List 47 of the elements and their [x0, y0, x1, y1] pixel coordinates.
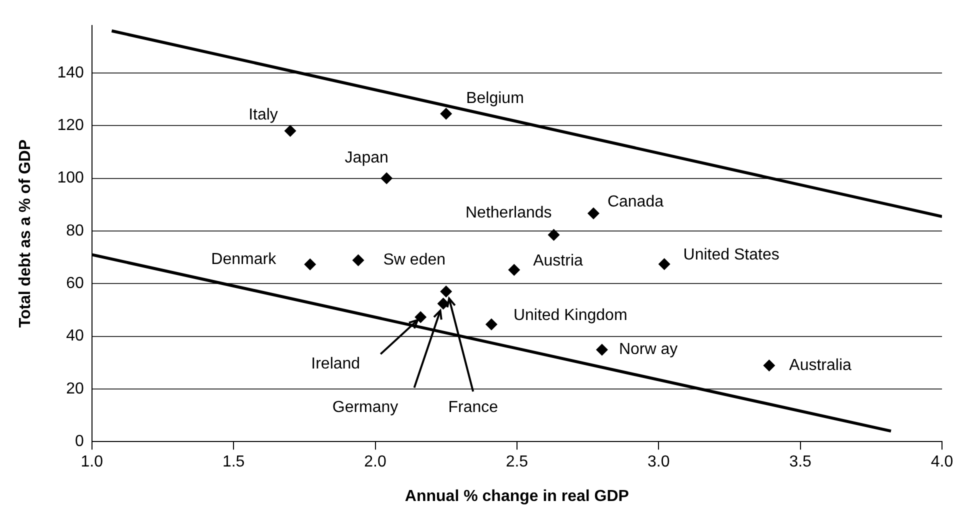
y-tick-label: 0	[74, 433, 84, 450]
point	[304, 258, 316, 270]
point	[658, 258, 670, 270]
y-tick-label: 120	[57, 117, 84, 134]
annotation: Netherlands	[466, 204, 552, 222]
point	[352, 254, 364, 266]
annotation: Belgium	[466, 90, 524, 108]
y-axis-title: Total debt as a % of GDP	[17, 139, 34, 328]
point	[596, 344, 608, 356]
point	[380, 172, 393, 184]
point	[440, 286, 452, 298]
annotation: Austria	[533, 252, 584, 270]
x-tick-label: 4.0	[930, 454, 954, 471]
point	[485, 318, 498, 330]
annotation: Italy	[248, 106, 278, 124]
x-tick-label: 1.0	[80, 454, 104, 471]
annotation: Canada	[607, 194, 664, 211]
annotation: Denmark	[211, 250, 278, 268]
x-tick-label: 1.5	[222, 454, 245, 471]
point	[763, 360, 776, 372]
point	[508, 264, 520, 276]
y-tick-label: 80	[66, 222, 84, 240]
point	[440, 108, 452, 120]
annotation: Japan	[344, 150, 388, 167]
point	[437, 298, 450, 310]
point	[587, 207, 600, 220]
y-tick-label: 20	[66, 380, 84, 398]
y-tick-label: 100	[57, 170, 84, 187]
x-tick-label: 3.5	[789, 454, 812, 471]
point	[414, 311, 427, 324]
annotation: Sw eden	[383, 252, 446, 269]
y-tick-label: 140	[57, 64, 84, 82]
annotation: Germany	[332, 399, 398, 416]
annotation: France	[448, 398, 498, 416]
annotation: Ireland	[311, 355, 360, 372]
annotation: Australia	[789, 356, 852, 374]
point	[284, 124, 296, 137]
x-tick-label: 2.5	[506, 454, 528, 471]
annotation: United Kingdom	[513, 306, 628, 324]
x-tick-label: 2.0	[364, 454, 386, 471]
y-tick-label: 40	[66, 328, 84, 345]
annotation: United States	[683, 246, 780, 264]
x-tick-label: 3.0	[648, 454, 670, 471]
y-tick-label: 60	[66, 275, 84, 292]
point	[548, 228, 560, 241]
x-axis-title: Annual % change in real GDP	[404, 488, 630, 505]
annotation: Norw ay	[618, 341, 678, 358]
